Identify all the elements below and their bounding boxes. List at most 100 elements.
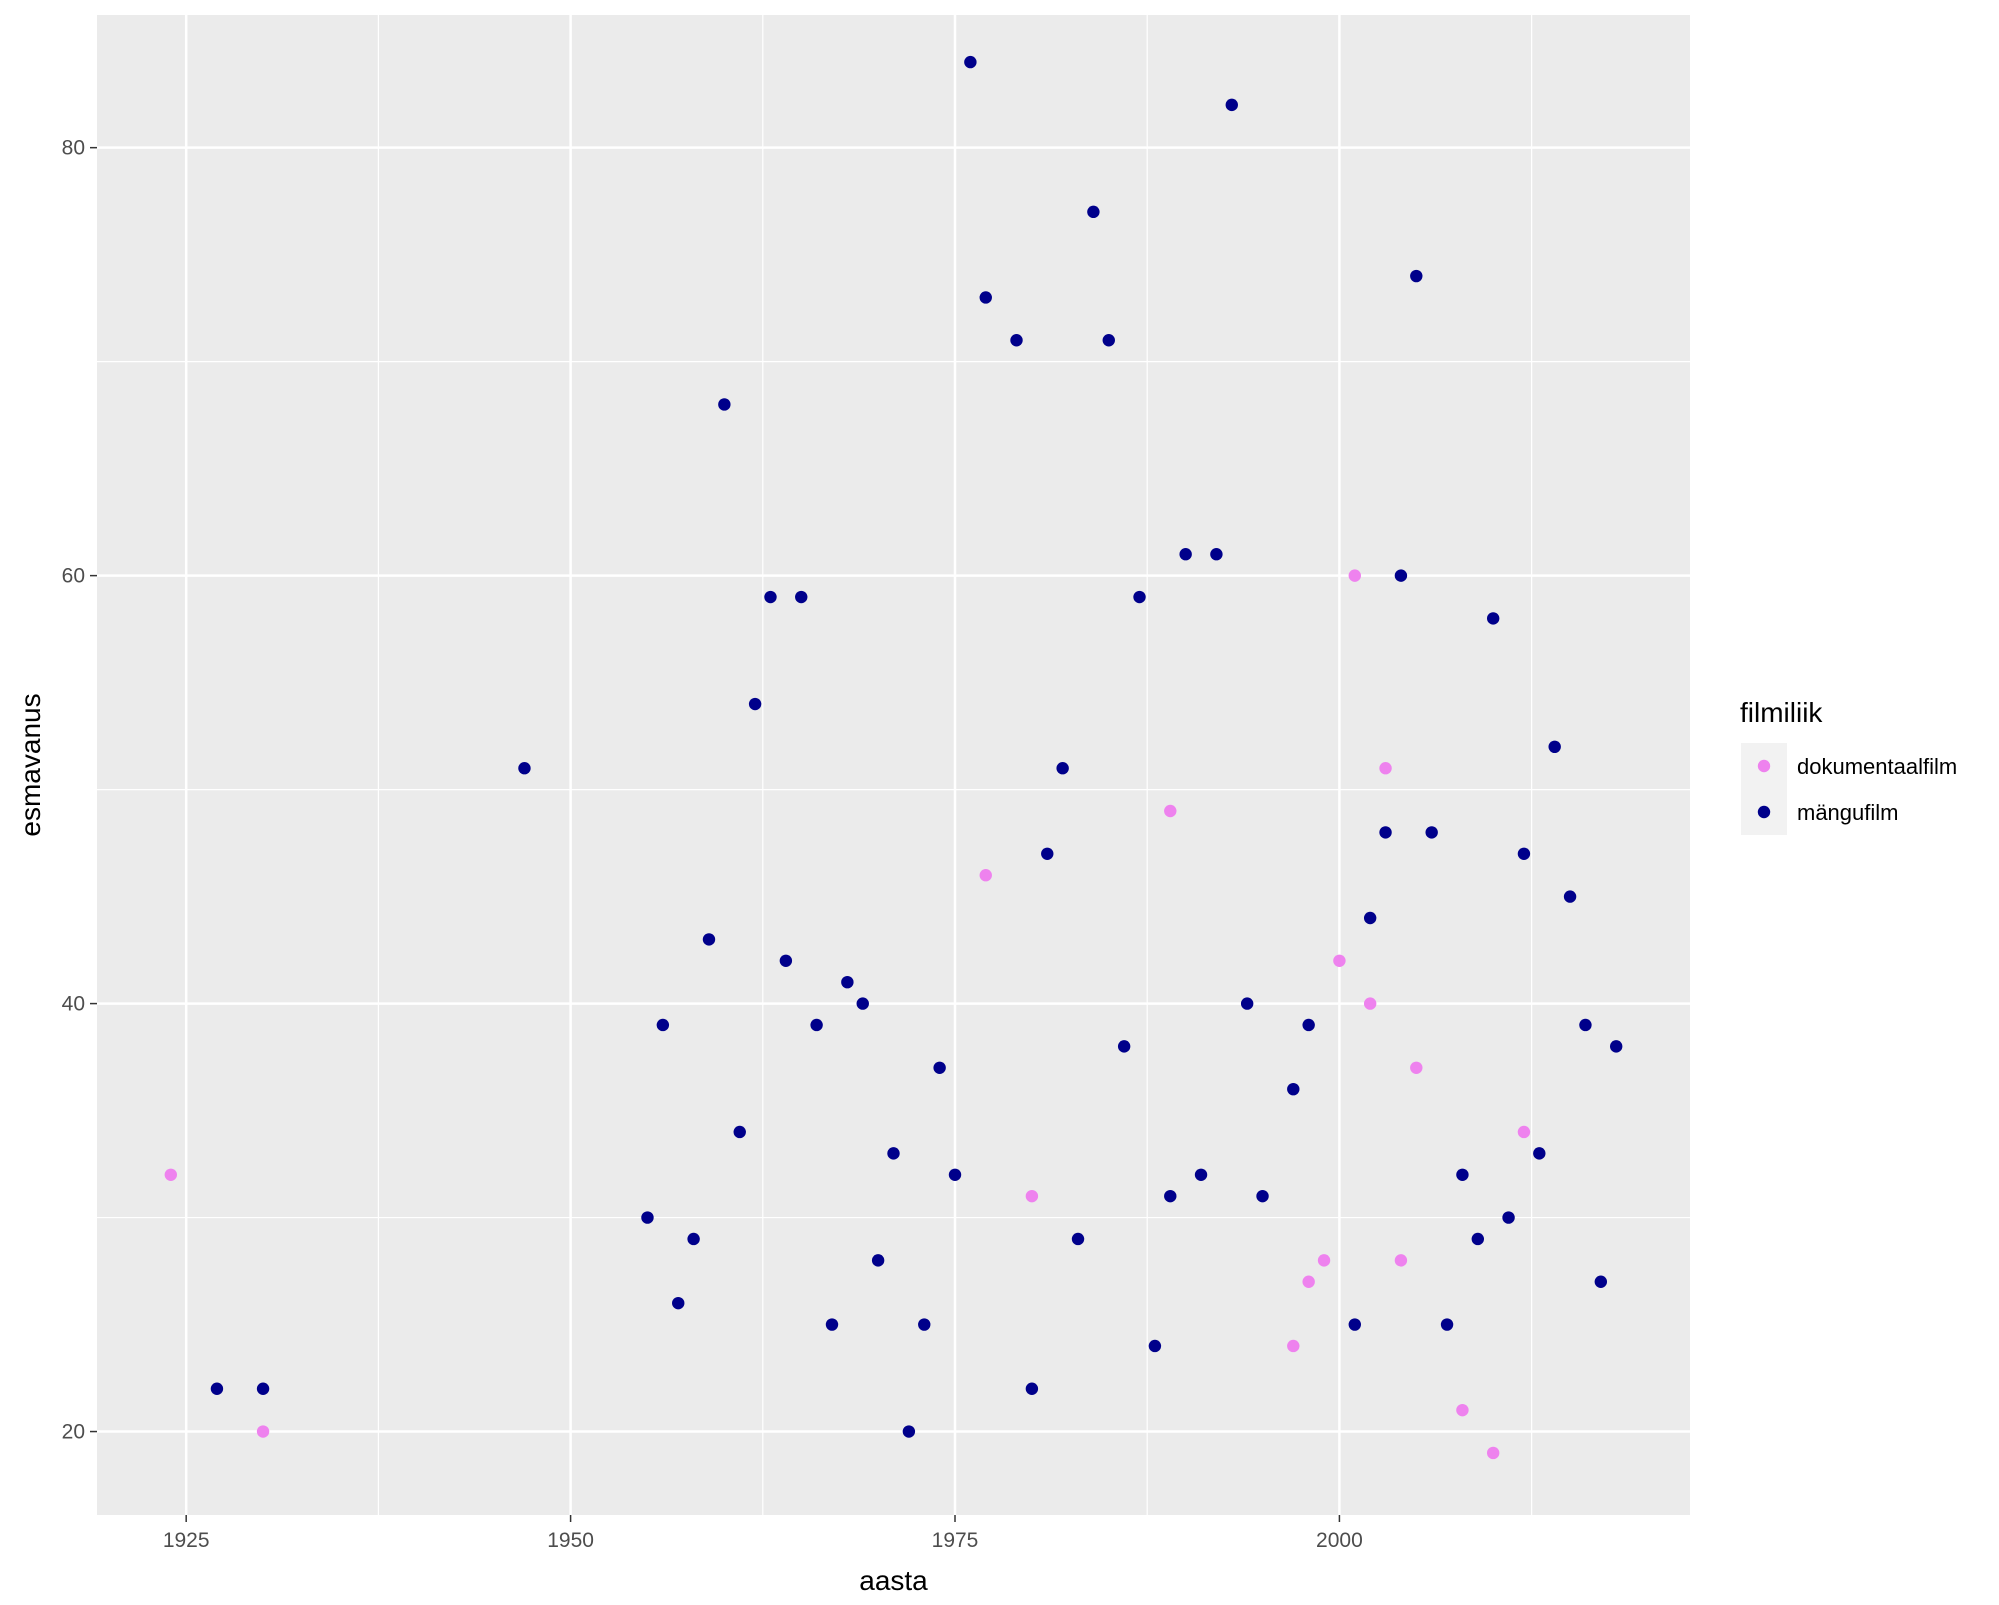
data-point bbox=[1579, 1018, 1592, 1032]
data-point bbox=[902, 1425, 916, 1438]
data-point bbox=[656, 1018, 670, 1032]
data-point bbox=[887, 1147, 900, 1160]
data-point bbox=[1609, 1040, 1623, 1053]
data-point bbox=[1025, 1382, 1039, 1395]
data-point bbox=[1302, 1275, 1315, 1288]
data-point bbox=[1302, 1018, 1315, 1032]
data-point bbox=[1533, 1147, 1546, 1160]
data-point bbox=[1348, 569, 1361, 582]
data-point bbox=[1410, 269, 1423, 283]
data-point bbox=[1117, 1040, 1131, 1053]
data-point bbox=[1363, 911, 1377, 925]
data-point bbox=[1087, 205, 1100, 219]
data-point bbox=[856, 997, 869, 1010]
data-point bbox=[1425, 826, 1438, 839]
data-point bbox=[764, 590, 777, 604]
data-point bbox=[518, 762, 531, 775]
data-point bbox=[1102, 334, 1115, 347]
data-point bbox=[1225, 98, 1238, 112]
legend-title: filmiliik bbox=[1740, 697, 1823, 728]
data-point bbox=[1471, 1232, 1485, 1246]
y-axis-title: esmavanus bbox=[15, 693, 46, 836]
data-points bbox=[164, 55, 1623, 1460]
legend-key-point bbox=[1757, 759, 1771, 773]
data-point bbox=[687, 1232, 700, 1246]
data-point bbox=[979, 868, 992, 882]
data-point bbox=[164, 1168, 178, 1181]
data-point bbox=[1010, 334, 1023, 347]
data-point bbox=[1148, 1339, 1162, 1353]
data-point bbox=[1517, 1125, 1531, 1139]
data-point bbox=[1379, 826, 1392, 839]
data-point bbox=[1486, 1446, 1500, 1460]
legend-label: mängufilm bbox=[1797, 800, 1898, 825]
x-tick-label: 1950 bbox=[547, 1529, 594, 1552]
legend-label: dokumentaalfilm bbox=[1797, 754, 1957, 779]
legend: filmiliik dokumentaalfilm mängufilm bbox=[1740, 697, 1957, 835]
data-point bbox=[841, 975, 854, 989]
plot-panel bbox=[97, 15, 1690, 1515]
data-point bbox=[256, 1425, 270, 1438]
data-point bbox=[810, 1018, 823, 1032]
data-point bbox=[933, 1061, 946, 1074]
data-point bbox=[641, 1211, 654, 1224]
data-point bbox=[1594, 1275, 1608, 1288]
data-point bbox=[1287, 1082, 1300, 1096]
data-point bbox=[733, 1125, 746, 1139]
x-tick-label: 1925 bbox=[163, 1529, 210, 1552]
data-point bbox=[1410, 1061, 1423, 1074]
x-tick-label: 1975 bbox=[932, 1529, 979, 1552]
x-tick-label: 2000 bbox=[1316, 1529, 1363, 1552]
data-point bbox=[1563, 890, 1577, 903]
data-point bbox=[1041, 847, 1054, 861]
data-point bbox=[1456, 1168, 1469, 1181]
data-point bbox=[702, 933, 716, 946]
data-point bbox=[1394, 1254, 1408, 1267]
data-point bbox=[1456, 1403, 1469, 1417]
data-point bbox=[1164, 804, 1177, 818]
data-point bbox=[964, 55, 977, 69]
data-point bbox=[1071, 1232, 1085, 1246]
data-point bbox=[779, 954, 793, 967]
data-point bbox=[871, 1254, 885, 1267]
data-point bbox=[748, 697, 762, 711]
data-point bbox=[1240, 997, 1254, 1010]
data-point bbox=[1287, 1339, 1300, 1353]
y-tick-label: 40 bbox=[62, 993, 85, 1016]
data-point bbox=[1486, 612, 1500, 625]
data-point bbox=[672, 1296, 685, 1310]
data-point bbox=[1333, 954, 1346, 967]
data-point bbox=[256, 1382, 270, 1395]
axes: 1925 1950 1975 2000 20 40 60 80 bbox=[62, 137, 1363, 1552]
data-point bbox=[1133, 590, 1146, 604]
data-point bbox=[1210, 548, 1223, 561]
data-point bbox=[1348, 1318, 1361, 1331]
data-point bbox=[1194, 1168, 1208, 1181]
y-tick-label: 20 bbox=[62, 1421, 85, 1444]
x-axis-title: aasta bbox=[859, 1565, 928, 1596]
data-point bbox=[825, 1318, 839, 1331]
data-point bbox=[1056, 762, 1069, 775]
y-tick-label: 60 bbox=[62, 565, 85, 588]
data-point bbox=[1548, 740, 1561, 754]
data-point bbox=[718, 398, 731, 411]
data-point bbox=[918, 1318, 931, 1331]
legend-key-point bbox=[1757, 805, 1771, 819]
data-point bbox=[1179, 548, 1192, 561]
data-point bbox=[1379, 762, 1392, 775]
data-point bbox=[1164, 1189, 1177, 1203]
data-point bbox=[979, 291, 992, 304]
data-point bbox=[1440, 1318, 1454, 1331]
data-point bbox=[1502, 1211, 1515, 1224]
data-point bbox=[1394, 569, 1408, 582]
data-point bbox=[1256, 1189, 1269, 1203]
y-tick-label: 80 bbox=[62, 137, 85, 160]
data-point bbox=[210, 1382, 224, 1395]
data-point bbox=[948, 1168, 962, 1181]
data-point bbox=[795, 590, 808, 604]
data-point bbox=[1363, 997, 1377, 1010]
data-point bbox=[1025, 1189, 1039, 1203]
grid-lines bbox=[97, 15, 1690, 1515]
